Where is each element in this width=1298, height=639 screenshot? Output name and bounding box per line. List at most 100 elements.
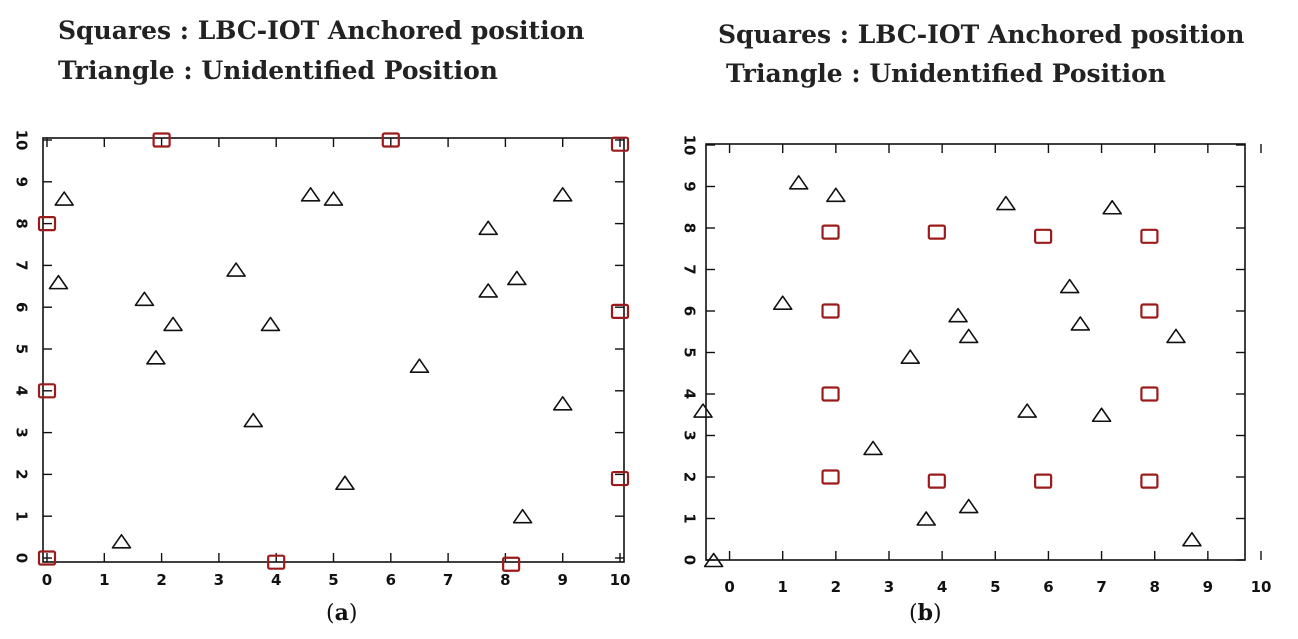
y-tick-label: 8 [681,223,699,233]
y-tick-label: 9 [13,177,31,187]
y-tick-label: 0 [13,553,31,563]
y-tick-label: 3 [13,427,31,437]
panel-b: Squares : LBC-IOT Anchored position Tria… [649,0,1298,639]
legend-triangles-a: Triangle : Unidentified Position [58,56,498,85]
unidentified-triangle-marker [996,195,1016,211]
x-tick-label: 6 [386,571,396,589]
anchor-square-marker [37,550,57,566]
anchor-square-marker [267,554,286,570]
x-tick-label: 9 [557,571,567,589]
x-tick-label: 5 [328,571,338,589]
x-tick-label: 4 [937,578,947,596]
unidentified-triangle-marker [552,396,573,411]
y-tick-label: 9 [681,181,699,191]
unidentified-triangle-marker [1182,531,1202,547]
unidentified-triangle-marker [772,295,793,311]
anchor-square-marker [821,224,840,240]
x-tick-label: 3 [214,571,224,589]
y-tick-label: 7 [13,260,31,270]
legend-triangles-b: Triangle : Unidentified Position [726,59,1166,88]
anchor-square-marker [1034,473,1053,489]
unidentified-triangle-marker [1091,407,1112,423]
caption-a: (a) [326,600,358,626]
anchor-square-marker [927,473,946,489]
y-tick-label: 0 [681,555,699,565]
unidentified-triangle-marker [300,187,321,202]
y-tick-label: 5 [681,347,699,357]
y-tick-label: 2 [13,469,31,479]
y-tick-label: 8 [13,218,31,228]
unidentified-triangle-marker [788,175,809,190]
scatter-plot-a: 0 1 2 3 4 5 6 7 8 9 10 0 1 2 3 4 5 6 7 8 9 10 [13,130,631,589]
anchor-square-marker [610,303,630,319]
unidentified-triangle-marker [512,508,533,524]
unidentified-triangle-marker [958,328,979,344]
anchor-square-marker [37,216,57,232]
x-tick-label: 2 [831,578,841,596]
anchor-square-marker [927,224,946,240]
scatter-plot-b: 0 1 2 3 4 5 6 7 8 9 10 0 1 2 3 4 5 6 7 8 9 10 [681,135,1272,596]
unidentified-triangle-marker [54,191,74,206]
unidentified-triangle-marker [507,270,527,286]
y-tick-label: 5 [13,344,31,354]
y-tick-label: 3 [681,430,699,440]
plot-frame [705,143,1246,561]
unidentified-triangle-marker [260,316,281,332]
unidentified-triangle-marker [900,349,921,364]
unidentified-triangle-marker [243,412,264,428]
anchor-square-marker [37,383,57,399]
unidentified-triangle-marker [916,511,937,526]
anchor-square-marker [821,303,840,319]
x-tick-label: 3 [884,578,894,596]
x-tick-label: 1 [99,571,109,589]
x-tick-label: 8 [500,571,510,589]
x-tick-label: 0 [42,571,52,589]
unidentified-triangle-marker [1017,403,1037,418]
panel-a: Squares : LBC-IOT Anchored position Tria… [13,18,631,626]
y-tick-label: 1 [13,511,31,521]
legend-squares-b: Squares : LBC-IOT Anchored position [718,20,1245,49]
x-tick-label: 7 [1096,578,1106,596]
unidentified-triangle-marker [1102,199,1123,215]
y-tick-label: 6 [681,306,699,316]
anchor-square-marker [502,556,521,572]
caption-b: (b) [909,600,942,626]
unidentified-triangle-marker [552,187,573,202]
y-tick-label: 10 [681,135,699,156]
anchor-square-marker [821,469,840,485]
anchor-square-marker [152,132,171,148]
y-tick-label: 7 [681,264,699,274]
unidentified-triangle-marker [146,350,166,365]
x-tick-label: 5 [990,578,1000,596]
x-tick-label: 0 [724,578,734,596]
x-tick-label: 2 [156,571,166,589]
unidentified-triangle-marker [226,262,246,277]
unidentified-triangle-marker [826,187,846,203]
y-tick-label: 2 [681,472,699,482]
anchor-square-marker [610,470,630,487]
anchor-square-marker [1140,473,1159,489]
unidentified-triangle-marker [335,475,355,491]
x-tick-label: 8 [1149,578,1159,596]
unidentified-triangle-marker [111,533,132,549]
unidentified-triangle-marker [863,440,883,456]
unidentified-triangle-marker [1059,278,1080,294]
unidentified-triangle-marker [409,358,430,374]
y-tick-label: 10 [13,130,31,151]
y-tick-label: 6 [13,302,31,312]
plot-frame [42,137,625,563]
y-tick-label: 1 [681,513,699,523]
unidentified-triangle-marker [1166,328,1186,344]
anchor-square-marker [1140,303,1159,319]
unidentified-triangle-marker [323,191,344,206]
x-tick-label: 10 [1251,578,1272,596]
anchor-square-marker [610,136,630,152]
unidentified-triangle-marker [948,307,968,323]
unidentified-triangle-marker [478,220,499,236]
unidentified-triangle-marker [1070,316,1091,331]
unidentified-triangle-marker [48,274,69,290]
y-tick-label: 4 [681,389,699,399]
x-tick-label: 4 [271,571,281,589]
unidentified-triangle-marker [693,403,713,418]
unidentified-triangle-marker [478,283,499,298]
